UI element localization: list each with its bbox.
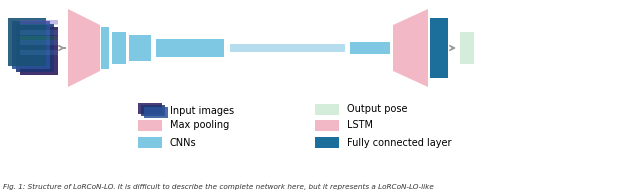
Polygon shape <box>68 9 100 87</box>
Bar <box>350 42 390 54</box>
Bar <box>16 24 54 72</box>
Text: CNNs: CNNs <box>170 138 196 147</box>
Bar <box>20 20 58 24</box>
Bar <box>315 104 339 115</box>
Bar <box>8 18 46 66</box>
Bar <box>430 18 448 78</box>
Polygon shape <box>393 9 428 87</box>
Bar <box>20 27 58 75</box>
Bar <box>144 107 168 118</box>
Bar <box>315 137 339 148</box>
Bar <box>20 30 58 35</box>
Text: LSTM: LSTM <box>347 120 373 131</box>
Text: Output pose: Output pose <box>347 105 408 114</box>
Bar <box>460 32 474 64</box>
Bar <box>141 105 165 116</box>
Text: Fully connected layer: Fully connected layer <box>347 138 451 147</box>
Bar <box>101 27 109 69</box>
Bar <box>112 32 126 64</box>
Bar <box>20 36 58 40</box>
Bar <box>315 120 339 131</box>
Bar <box>138 137 162 148</box>
Bar <box>20 50 58 55</box>
Bar <box>156 39 224 57</box>
Text: Max pooling: Max pooling <box>170 120 229 131</box>
Bar <box>129 35 151 61</box>
Bar <box>230 44 345 52</box>
Bar <box>12 21 50 69</box>
Bar <box>138 103 162 114</box>
Text: Fig. 1: Structure of LoRCoN-LO. It is difficult to describe the complete network: Fig. 1: Structure of LoRCoN-LO. It is di… <box>3 184 434 190</box>
Text: Input images: Input images <box>170 107 234 117</box>
Bar <box>138 120 162 131</box>
Bar <box>20 40 58 45</box>
Bar <box>20 20 58 25</box>
